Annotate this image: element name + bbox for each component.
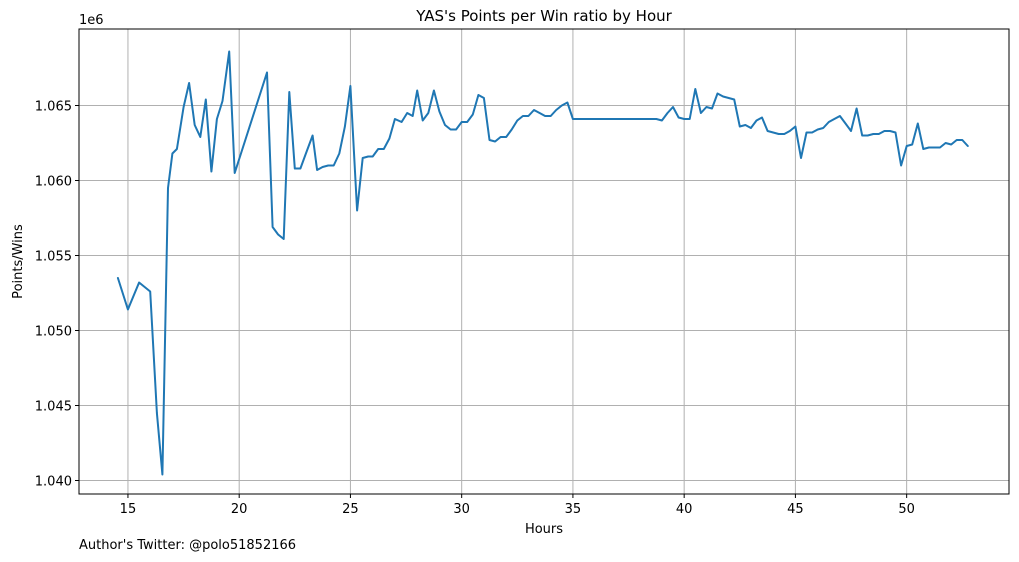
x-tick-label: 20 (231, 502, 248, 517)
x-tick-label: 50 (898, 502, 915, 517)
y-tick-label: 1.040 (35, 475, 72, 490)
y-tick-label: 1.045 (35, 400, 72, 415)
x-tick-label: 30 (453, 502, 470, 517)
x-tick-label: 15 (120, 502, 137, 517)
author-credit: Author's Twitter: @polo51852166 (79, 538, 297, 553)
x-axis-label: Hours (525, 522, 563, 537)
y-axis-offset-label: 1e6 (79, 13, 104, 28)
y-axis-label: Points/Wins (11, 224, 26, 299)
x-tick-label: 25 (342, 502, 359, 517)
y-tick-label: 1.065 (35, 100, 72, 115)
y-tick-label: 1.055 (35, 250, 72, 265)
y-tick-label: 1.060 (35, 175, 72, 190)
y-tick-label: 1.050 (35, 325, 72, 340)
points-per-win-line (116, 50, 969, 476)
x-tick-label: 45 (787, 502, 804, 517)
x-tick-label: 35 (565, 502, 582, 517)
x-tick-label: 40 (676, 502, 693, 517)
grid-lines (79, 29, 1009, 494)
axis-ticks: 15 20 25 30 35 40 45 50 1.040 1.045 1.050 1.055 1.06… (35, 100, 915, 518)
plot-area-frame (78, 28, 1010, 495)
chart-title: YAS's Points per Win ratio by Hour (415, 7, 672, 25)
